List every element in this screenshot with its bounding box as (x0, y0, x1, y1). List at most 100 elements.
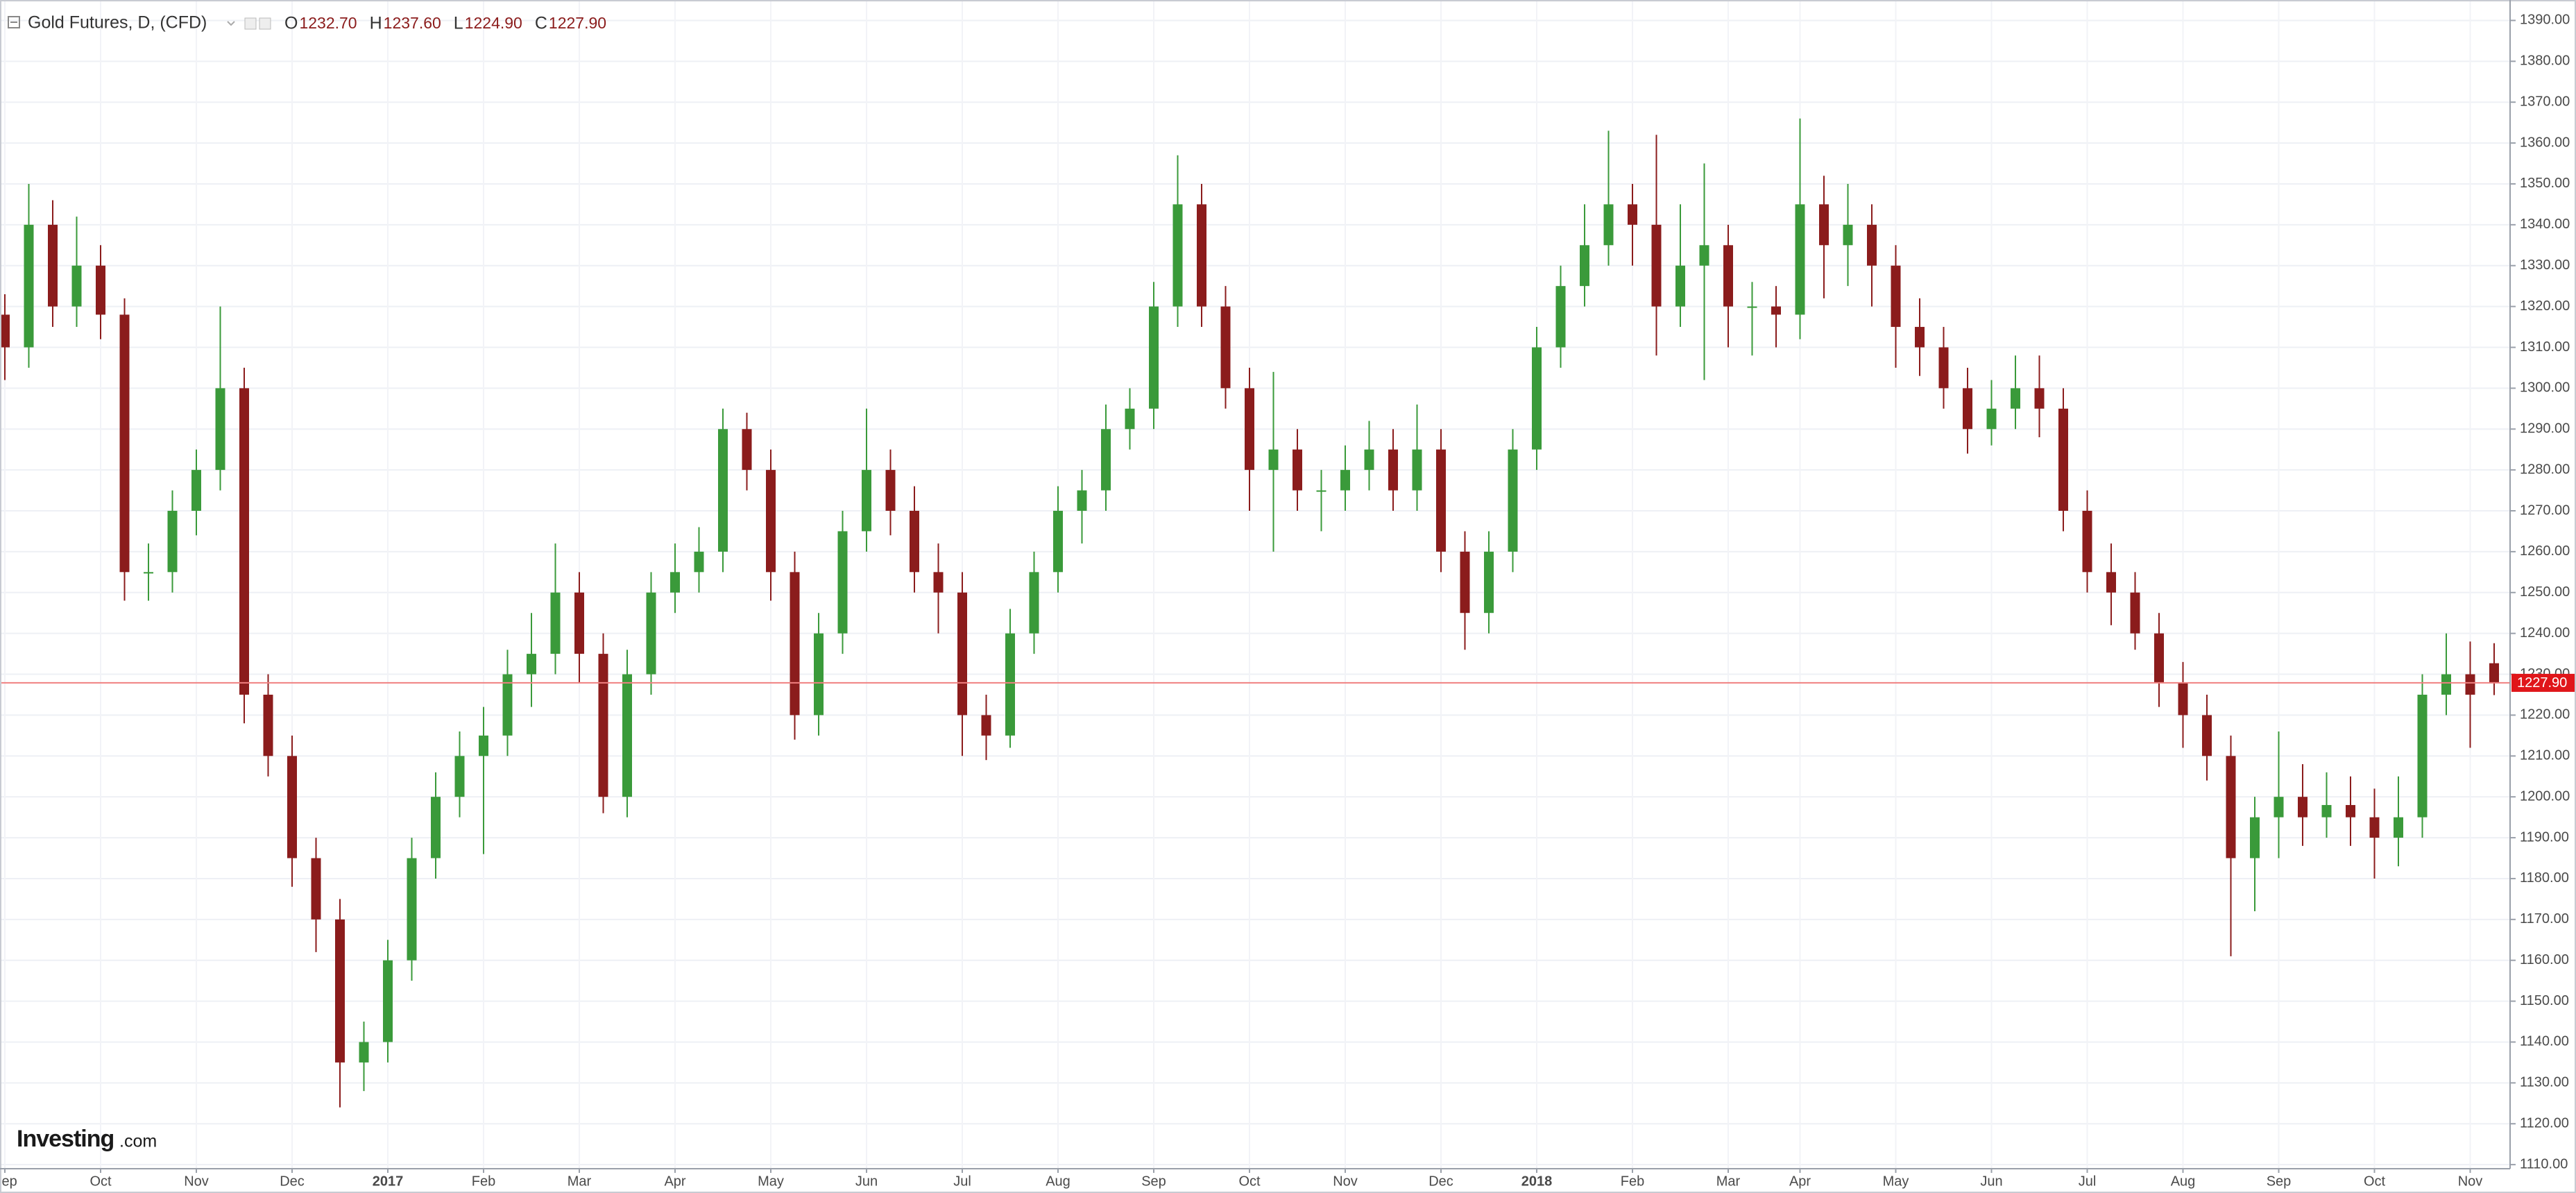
candle-body (1915, 327, 1925, 348)
x-tick-label: Jul (953, 1174, 971, 1189)
ohlc-label: O (284, 14, 298, 33)
y-tick-label: 1160.00 (2520, 952, 2569, 967)
candle-body (1508, 449, 1518, 552)
settings-icon[interactable] (244, 17, 257, 30)
y-tick-label: 1120.00 (2520, 1116, 2569, 1131)
candle-body (502, 674, 513, 736)
x-tick-label: Sep (2267, 1174, 2292, 1189)
x-tick-label: Oct (2364, 1174, 2386, 1189)
candle-body (885, 470, 896, 511)
candle-body (96, 265, 105, 315)
x-tick-label: Nov (2458, 1174, 2483, 1189)
candle-body (215, 388, 225, 471)
y-tick-label: 1280.00 (2520, 462, 2570, 477)
candle-body (191, 470, 201, 511)
candle-body (1077, 490, 1087, 511)
x-tick-label: Nov (1333, 1174, 1358, 1189)
y-tick-label: 1250.00 (2520, 584, 2570, 600)
x-tick-label: Jun (855, 1174, 878, 1189)
ohlc-readout: O 1232.70 H 1237.60 L 1224.90 C 1227.90 (284, 14, 606, 33)
candle-body (1316, 490, 1327, 492)
collapse-icon[interactable] (8, 16, 20, 28)
candle-body (311, 858, 321, 920)
logo-suffix: .com (119, 1132, 157, 1151)
hide-icon[interactable] (259, 17, 271, 30)
candle-body (431, 797, 441, 858)
candle-body (646, 592, 656, 675)
candle-body (2465, 674, 2475, 695)
candle-body (1555, 286, 1566, 348)
x-tick-label: Mar (568, 1174, 592, 1189)
candle-body (1053, 511, 1063, 573)
ohlc-label: C (535, 14, 547, 33)
candle-body (2130, 592, 2140, 634)
candle-body (1268, 449, 1279, 471)
candle-body (2346, 804, 2355, 818)
candle-body (2058, 408, 2068, 511)
candle-body (119, 314, 130, 573)
candle-body (598, 654, 608, 797)
candle-body (742, 429, 752, 471)
candle-body (1149, 306, 1159, 409)
x-tick-label: Apr (1789, 1174, 1811, 1189)
y-tick-label: 1170.00 (2520, 911, 2569, 927)
y-tick-label: 1200.00 (2520, 788, 2570, 804)
x-tick-label: Aug (1046, 1174, 1071, 1189)
candle-body (910, 511, 919, 573)
candle-body (1005, 633, 1015, 736)
candle-body (1125, 408, 1135, 430)
y-tick-label: 1300.00 (2520, 380, 2570, 396)
candle-body (574, 592, 584, 654)
candle-body (1938, 347, 1949, 389)
grid (0, 0, 2510, 1169)
candle-body (239, 388, 249, 695)
candle-body (2154, 633, 2164, 683)
x-tick-label: Jul (2079, 1174, 2097, 1189)
candle-body (694, 551, 704, 573)
candle-body (1699, 245, 1709, 266)
x-tick-label: Mar (1716, 1174, 1741, 1189)
candle-body (957, 592, 967, 716)
candle-body (1029, 572, 1039, 634)
candle-body (981, 715, 991, 736)
y-tick-label: 1320.00 (2520, 298, 2570, 314)
ohlc-value: 1224.90 (465, 14, 522, 32)
x-tick-label: Sep (1141, 1174, 1166, 1189)
y-tick-label: 1240.00 (2520, 625, 2570, 641)
candle-body (71, 265, 82, 307)
candle-body (1986, 408, 1997, 430)
candle-body (1197, 204, 1206, 307)
y-tick-label: 1270.00 (2520, 502, 2570, 518)
x-tick-label: 2018 (1521, 1174, 1553, 1189)
candle-body (933, 572, 944, 593)
candle-body (1340, 470, 1350, 491)
candle-body (48, 224, 58, 307)
candle-body (790, 572, 800, 716)
y-tick-label: 1290.00 (2520, 421, 2570, 437)
logo-brand: Investing (17, 1126, 114, 1152)
ohlc-value: 1232.70 (299, 14, 357, 32)
y-tick-label: 1130.00 (2520, 1075, 2569, 1090)
candle-body (359, 1042, 369, 1063)
symbol-dropdown[interactable] (227, 21, 235, 26)
y-tick-label: 1330.00 (2520, 257, 2570, 273)
x-tick-label: Oct (89, 1174, 112, 1189)
candle-body (1843, 224, 1853, 246)
candle-body (287, 756, 297, 858)
candle-body (2298, 797, 2308, 818)
candle-body (167, 511, 178, 573)
candle-body (1795, 204, 1805, 315)
candle-body (2178, 682, 2188, 716)
overlay: 1110.00 1120.00 1130.00 1140.00 1150.00 1160.… (0, 12, 2575, 1189)
candle-body (766, 470, 776, 573)
candle-body (1651, 224, 1662, 307)
last-price-tag (2511, 673, 2575, 692)
y-tick-label: 1140.00 (2520, 1034, 2569, 1049)
y-tick-label: 1180.00 (2520, 870, 2569, 886)
candle-body (0, 314, 10, 348)
candle-body (1628, 204, 1637, 225)
header: Gold Futures, D, (CFD) O 1232.70 H 1237.60 L… (8, 13, 606, 33)
candle-body (814, 633, 824, 716)
